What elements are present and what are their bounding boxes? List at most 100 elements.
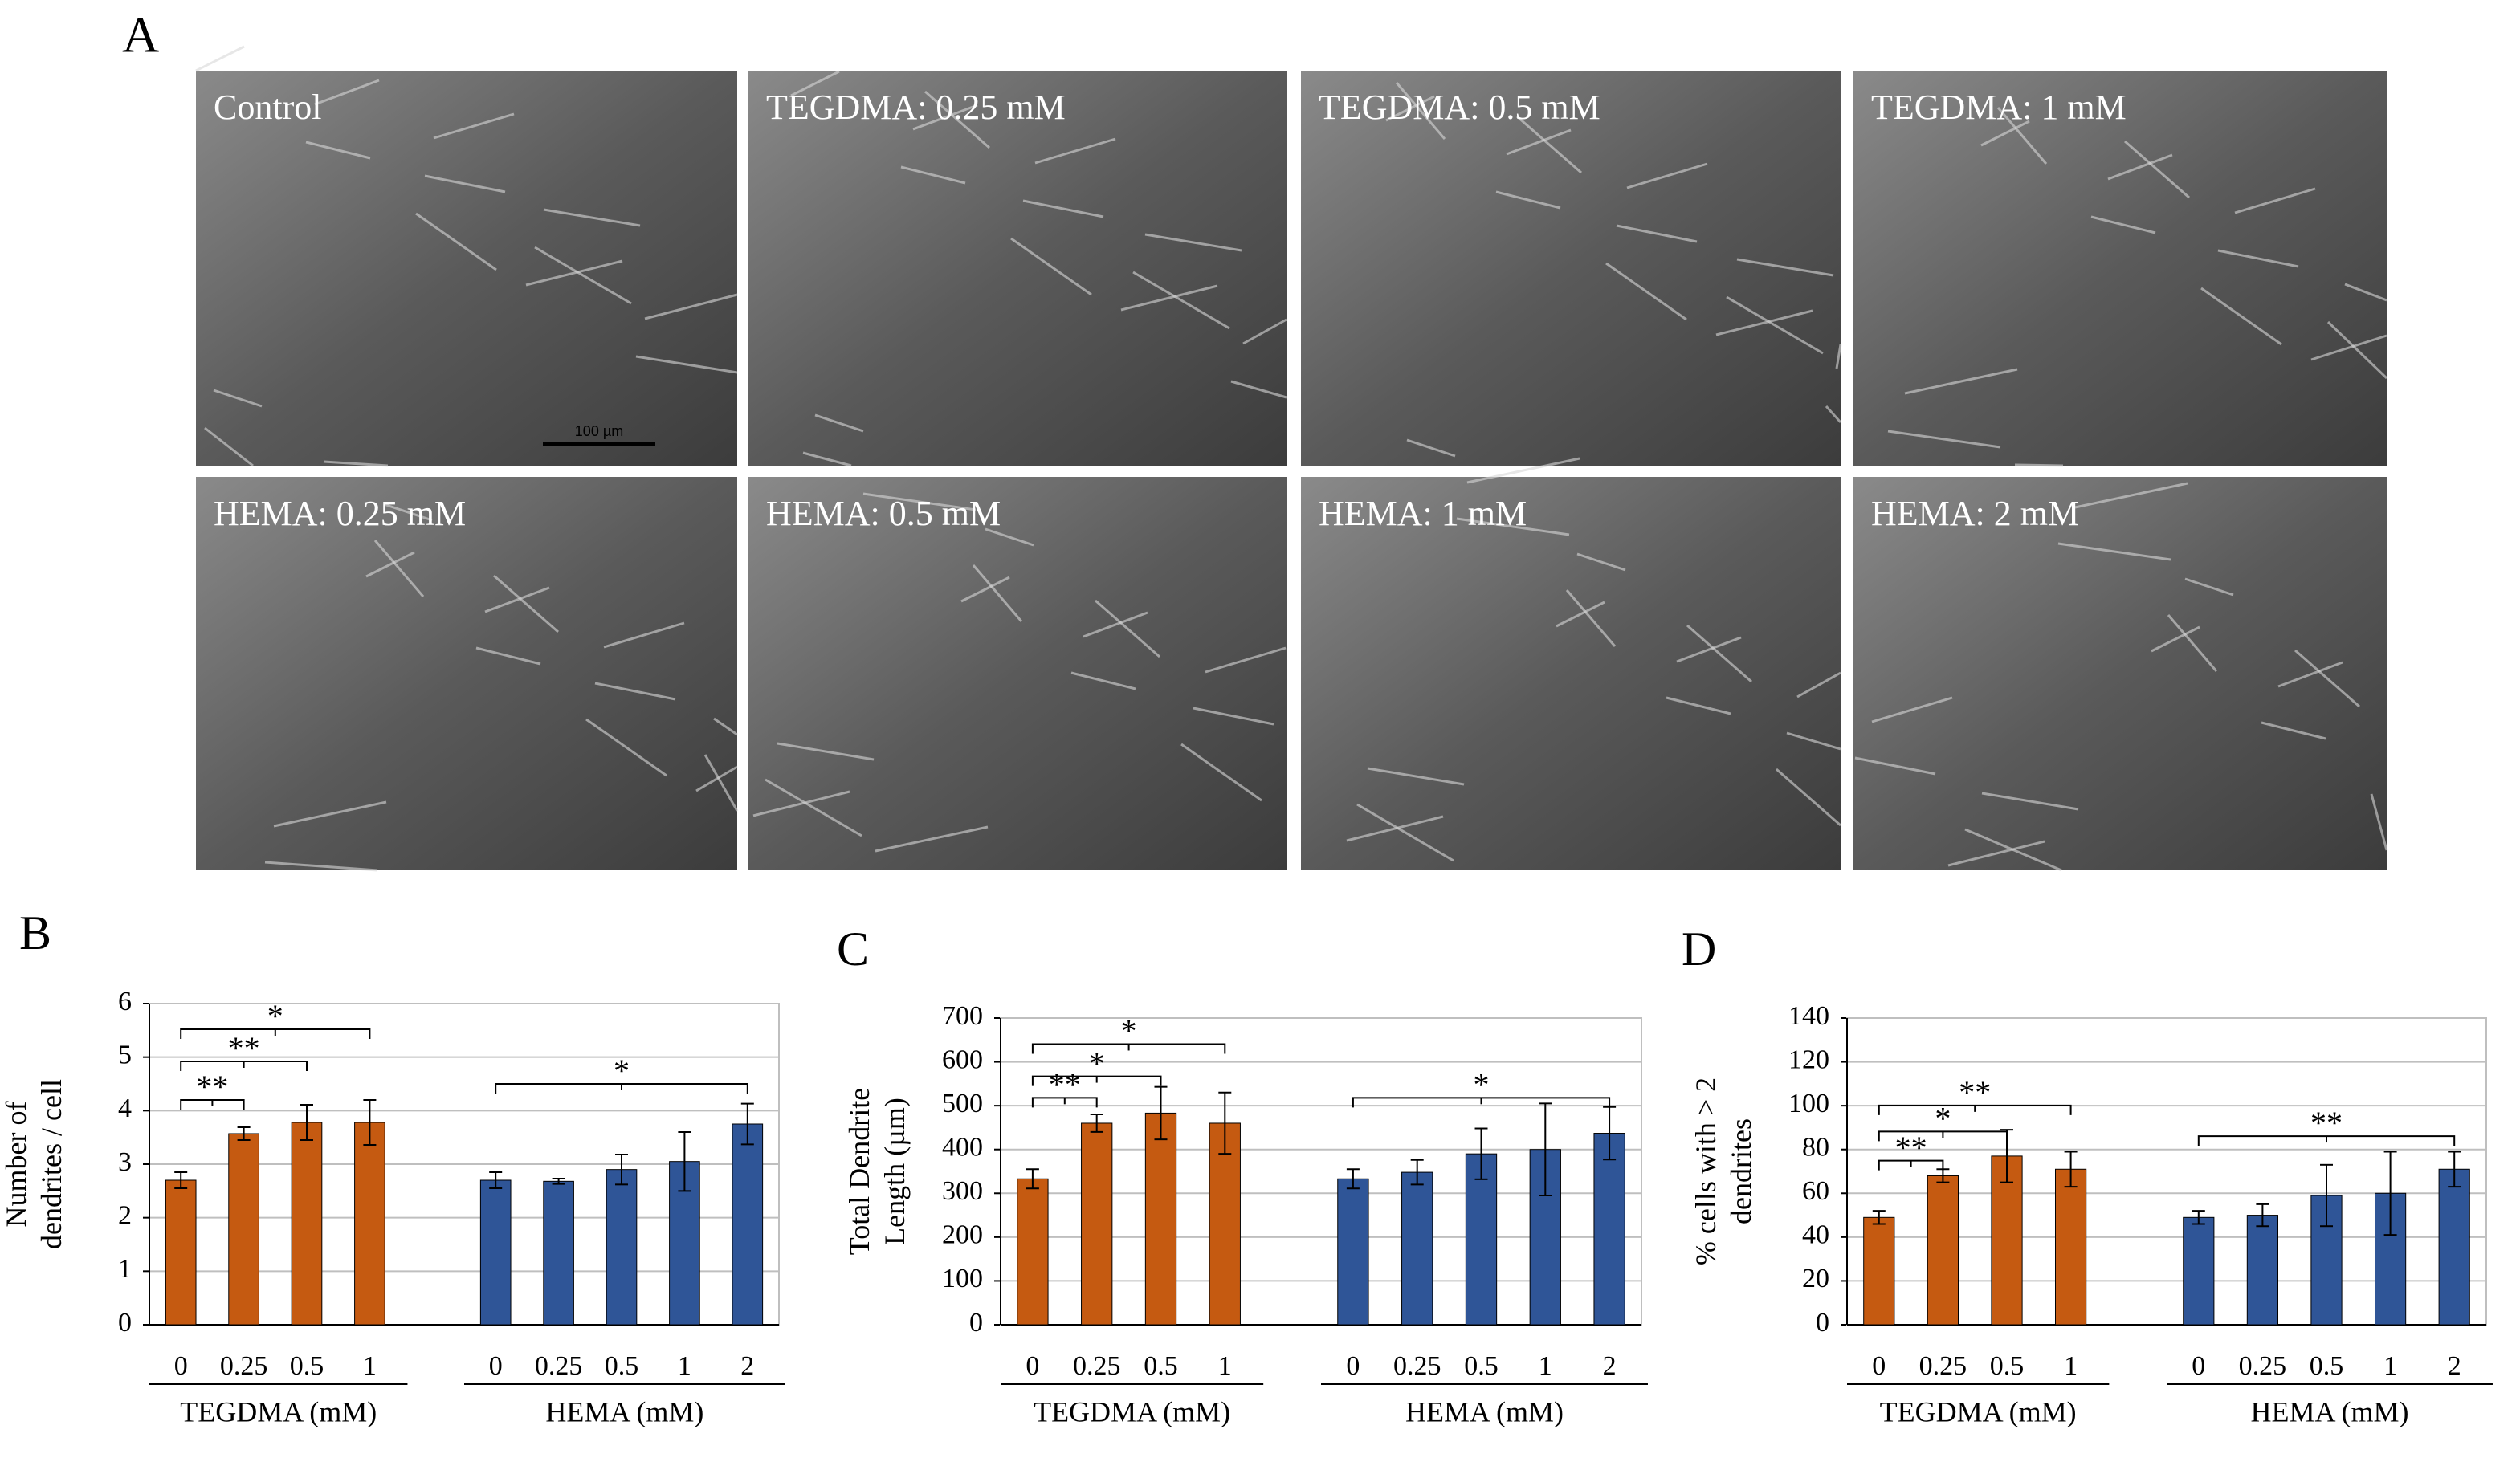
cell-process [2151,625,2200,653]
cell-process [1516,115,1582,174]
micrograph-label: TEGDMA: 1 mM [1871,88,2127,127]
bar [228,1133,259,1326]
cell-process [2326,320,2388,380]
significance-label: * [267,998,283,1034]
cell-process [1346,815,1444,842]
cell-process [1385,95,1435,122]
y-axis-label: Number of dendrites / cell [0,1079,67,1249]
x-tick-label: 0 [1346,1351,1360,1381]
micrograph [196,477,737,870]
y-tick-label: 500 [942,1089,983,1118]
bar [1017,1178,1049,1326]
cell-process [1835,344,1842,369]
significance-label: ** [1895,1130,1927,1166]
cell-process [1666,696,1731,715]
x-tick-label: 0.5 [2310,1351,2344,1381]
cell-process [1887,430,2001,449]
cell-process [1686,624,1752,683]
x-tick-label: 1 [678,1351,691,1381]
cell-process [1676,636,1742,663]
x-tick-label: 0 [1026,1351,1039,1381]
group-label: TEGDMA (mM) [180,1395,377,1427]
cell-process [1871,696,1953,723]
cell-process [1144,233,1242,252]
cell-process [1010,237,1092,296]
y-axis-label: % cells with > 2 dendrites [1690,1077,1757,1265]
bar [1081,1122,1113,1326]
cell-process [2124,140,2190,199]
x-tick-label: 0.25 [535,1351,583,1381]
bar [1401,1171,1433,1326]
y-tick-label: 80 [1802,1133,1829,1163]
cell-process [1120,284,1218,312]
cell-process [1556,601,1605,628]
cell-process [1180,743,1262,802]
cell-process [900,165,966,185]
cell-process [1367,767,1465,786]
y-tick-label: 1 [118,1254,132,1284]
y-tick-label: 0 [118,1308,132,1338]
cell-process [1981,792,2079,811]
cell-process [2184,577,2234,597]
micrograph [1853,477,2387,870]
significance-label: ** [228,1030,260,1066]
x-tick-label: 0.25 [1073,1351,1121,1381]
cell-process [777,742,875,761]
y-axis-label-line: dendrites [1725,1118,1757,1224]
cell-process [2200,287,2282,346]
x-tick-label: 0.25 [1393,1351,1441,1381]
cell-process [1242,318,1287,345]
cell-process [433,112,515,140]
bar [1465,1153,1498,1326]
cell-process [1726,295,1824,355]
cell-process [635,355,738,374]
cell-process [2277,661,2343,688]
y-axis-label-line: Total Dendrite [843,1088,875,1255]
micrograph-label: Control [214,88,321,127]
x-tick-label: 1 [1539,1351,1552,1381]
cell-process [2167,614,2218,672]
cell-process [1083,611,1148,638]
y-tick-label: 140 [1788,1001,1829,1031]
micrograph-label: HEMA: 1 mM [1319,494,1527,533]
x-tick-label: 0 [174,1351,188,1381]
cell-process [383,503,433,522]
cell-process [2057,542,2171,561]
cell-process [1980,120,2030,147]
x-tick-label: 0 [2192,1351,2205,1381]
y-tick-label: 100 [1788,1089,1829,1118]
micrograph [196,71,737,466]
cell-process [2074,482,2188,509]
cell-process [1605,262,1687,321]
y-tick-label: 3 [118,1147,132,1177]
cell-process [695,765,738,792]
cell-process [2014,463,2064,467]
cell-process [1904,368,2018,395]
cell-process [1395,82,1446,140]
x-tick-label: 0.5 [1144,1351,1178,1381]
cell-process [765,778,862,837]
cell-process [1230,380,1287,399]
significance-label: * [1121,1013,1137,1049]
cell-process [1796,671,1841,698]
y-tick-label: 5 [118,1040,132,1069]
bar [1209,1122,1241,1326]
y-tick-label: 6 [118,987,132,1016]
cell-process [1616,224,1698,243]
panel-label: C [837,922,869,975]
x-tick-label: 0.5 [605,1351,639,1381]
cell-process [1854,756,1936,776]
cell-process [644,293,738,320]
cell-process [273,800,387,828]
bar [543,1180,574,1326]
y-tick-label: 200 [942,1220,983,1250]
cell-process [875,825,989,853]
cell-process [814,413,864,433]
y-axis-label: Total Dendrite Length (µm) [843,1088,911,1255]
x-tick-label: 2 [2448,1351,2461,1381]
micrograph [1853,71,2387,466]
cell-process [484,586,550,613]
y-tick-label: 2 [118,1200,132,1230]
cell-process [1964,828,2062,872]
